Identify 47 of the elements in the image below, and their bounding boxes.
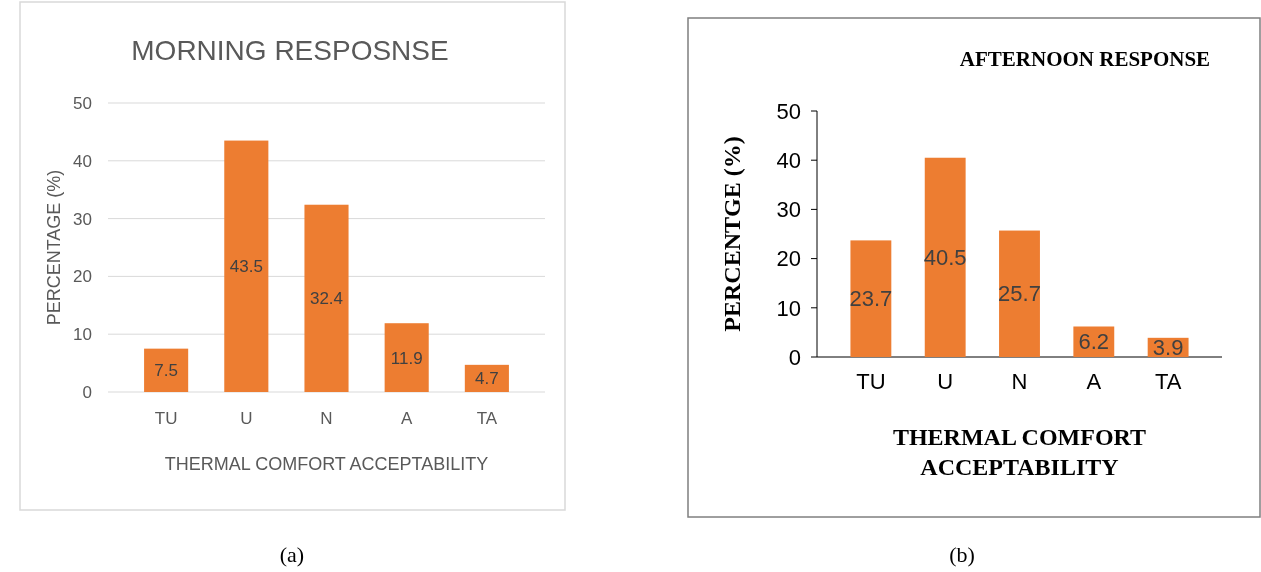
data-label: 11.9 <box>390 348 423 368</box>
x-axis-title: THERMAL COMFORT ACCEPTABILITY <box>164 454 489 474</box>
x-tick-label: U <box>937 369 954 394</box>
y-tick-label: 30 <box>73 209 92 229</box>
y-tick-label: 20 <box>73 267 92 287</box>
bar <box>304 204 349 392</box>
y-tick-label: 10 <box>73 325 92 345</box>
x-tick-label: N <box>1011 369 1028 394</box>
x-tick-label: A <box>401 409 414 428</box>
y-tick-label: 40 <box>776 147 801 173</box>
data-label: 7.5 <box>154 361 178 381</box>
x-tick-label: A <box>1086 369 1102 394</box>
y-tick-label: 0 <box>82 382 92 402</box>
y-tick-label: 0 <box>788 344 801 370</box>
x-axis-title: THERMAL COMFORT ACCEPTABILITY <box>892 424 1147 480</box>
data-label: 32.4 <box>309 289 344 309</box>
chart-title: MORNING RESPOSNSE <box>131 35 449 66</box>
bar <box>384 323 429 392</box>
y-axis-title: PERCENTGE (%) <box>719 136 745 332</box>
y-tick-label: 50 <box>73 93 92 113</box>
bar <box>464 364 509 392</box>
text: (a) <box>279 542 305 567</box>
x-tick-label: N <box>320 409 333 428</box>
data-label: 4.7 <box>475 369 499 389</box>
chart-title: AFTERNOON RESPONSE <box>959 47 1211 71</box>
y-tick-label: 20 <box>776 246 801 272</box>
y-tick-label: 10 <box>776 295 801 321</box>
y-tick-label: 50 <box>776 98 801 124</box>
bar <box>224 140 269 392</box>
data-label: 25.7 <box>998 281 1041 307</box>
bar <box>850 240 892 357</box>
data-label: 23.7 <box>849 286 893 312</box>
x-tick-label: TU <box>154 409 178 428</box>
x-tick-label: TA <box>476 409 498 428</box>
y-tick-label: 40 <box>73 151 92 171</box>
bar <box>924 157 966 357</box>
x-tick-label: U <box>240 409 253 428</box>
data-label: 3.9 <box>1152 335 1184 361</box>
y-tick-label: 30 <box>776 197 801 223</box>
data-label: 43.5 <box>229 257 263 277</box>
bar <box>144 348 189 392</box>
data-label: 6.2 <box>1078 329 1110 355</box>
x-tick-label: TU <box>856 369 886 394</box>
x-tick-label: TA <box>1154 369 1182 394</box>
text: (b) <box>949 542 975 567</box>
bar <box>999 230 1040 357</box>
y-axis-title: PERCENTAGE (%) <box>44 169 64 326</box>
